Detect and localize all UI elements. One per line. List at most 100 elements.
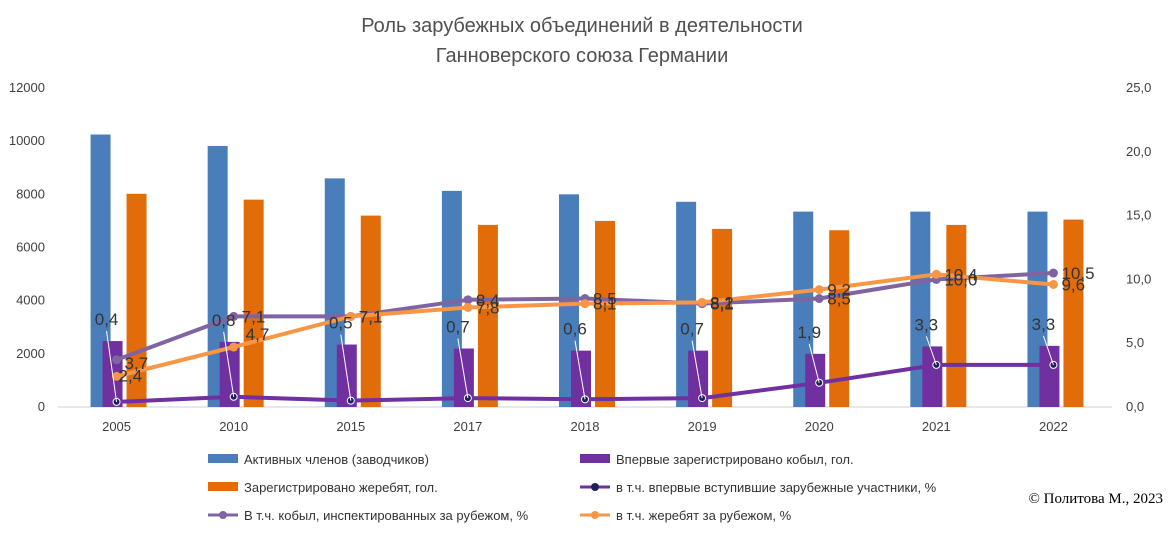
x-tick-2010: 2010 bbox=[219, 419, 248, 434]
left-y-tick-0: 0 bbox=[38, 399, 45, 414]
x-tick-2018: 2018 bbox=[571, 419, 600, 434]
bar-foals-registered-2010 bbox=[243, 199, 264, 407]
leader-line-foreign-new-2022 bbox=[1042, 335, 1054, 366]
bar-active-members-2005 bbox=[90, 134, 111, 408]
left-y-tick-4000: 4000 bbox=[16, 293, 45, 308]
legend-foals-registered-label: Зарегистрировано жеребят, гол. bbox=[244, 480, 438, 495]
legend-mares-registered-label: Впервые зарегистрировано кобыл, гол. bbox=[616, 452, 854, 467]
line-mares-abroad-point-2010 bbox=[229, 311, 239, 321]
legend-mares-abroad-swatch-marker bbox=[219, 511, 227, 519]
bar-mares-registered-2021 bbox=[922, 346, 943, 407]
x-tick-2015: 2015 bbox=[336, 419, 365, 434]
legend-active-members-swatch bbox=[208, 454, 238, 463]
line-foals-abroad-point-2015 bbox=[346, 311, 356, 321]
legend-foals-abroad-swatch-marker bbox=[591, 511, 599, 519]
x-tick-2017: 2017 bbox=[453, 419, 482, 434]
legend-foreign-new-members-label: в т.ч. впервые вступившие зарубежные уча… bbox=[616, 480, 937, 495]
legend-active-members-label: Активных членов (заводчиков) bbox=[244, 452, 429, 467]
right-y-tick-0-0: 0,0 bbox=[1126, 399, 1144, 414]
legend-mares-registered-swatch bbox=[580, 454, 610, 463]
right-y-tick-10-0: 10,0 bbox=[1126, 271, 1151, 286]
label-foals-abroad-2019: 8,2 bbox=[710, 293, 734, 312]
leader-line-foreign-new-2015 bbox=[340, 334, 352, 401]
line-foals-abroad-point-2020 bbox=[814, 285, 824, 295]
x-tick-2022: 2022 bbox=[1039, 419, 1068, 434]
legend-foreign-new-members-swatch-marker bbox=[591, 483, 599, 491]
label-foals-abroad-2005: 2,4 bbox=[119, 366, 143, 385]
left-y-tick-10000: 10000 bbox=[9, 133, 45, 148]
bar-foals-registered-2020 bbox=[829, 230, 850, 407]
chart-title: Роль зарубежных объединений в деятельнос… bbox=[361, 15, 803, 67]
line-mares-abroad-point-2017 bbox=[463, 295, 473, 305]
line-foals-abroad-point-2017 bbox=[463, 302, 473, 312]
label-foals-abroad-2022: 9,6 bbox=[1061, 276, 1085, 295]
chart-title-line-2: Ганноверского союза Германии bbox=[436, 45, 729, 67]
label-foreign-new-2015: 0,5 bbox=[329, 314, 353, 333]
line-foals-abroad-point-2010 bbox=[229, 342, 239, 352]
left-y-tick-6000: 6000 bbox=[16, 240, 45, 255]
line-foals-abroad-point-2018 bbox=[580, 299, 590, 309]
line-foals-abroad-point-2005 bbox=[112, 371, 122, 381]
label-mares-abroad-2020: 8,5 bbox=[827, 290, 851, 309]
label-mares-abroad-2015: 7,1 bbox=[359, 307, 383, 326]
leader-line-foreign-new-2020 bbox=[808, 343, 820, 383]
left-y-tick-12000: 12000 bbox=[9, 80, 45, 95]
left-y-tick-2000: 2000 bbox=[16, 346, 45, 361]
bar-foals-registered-2019 bbox=[712, 228, 733, 407]
legend: Активных членов (заводчиков) Впервые заре… bbox=[208, 452, 937, 523]
line-foals-abroad-point-2022 bbox=[1048, 280, 1058, 290]
label-foals-abroad-2021: 10,4 bbox=[944, 265, 977, 284]
label-foals-abroad-2020: 9,2 bbox=[827, 281, 851, 300]
bar-foals-registered-2022 bbox=[1063, 219, 1084, 407]
leader-line-foreign-new-2018 bbox=[574, 340, 586, 400]
bar-foals-registered-2015 bbox=[360, 215, 381, 407]
right-y-tick-25-0: 25,0 bbox=[1126, 80, 1151, 95]
x-tick-2005: 2005 bbox=[102, 419, 131, 434]
label-mares-abroad-2021: 10,0 bbox=[944, 270, 977, 289]
label-foreign-new-2019: 0,7 bbox=[680, 320, 704, 339]
label-foreign-new-2022: 3,3 bbox=[1032, 315, 1056, 334]
bar-foals-registered-2021 bbox=[946, 224, 967, 407]
chart-title-line-1: Роль зарубежных объединений в деятельнос… bbox=[361, 15, 803, 37]
line-mares-abroad-point-2020 bbox=[814, 294, 824, 304]
label-foals-abroad-2015: 7,1 bbox=[359, 307, 383, 326]
leader-line-foreign-new-2005 bbox=[106, 331, 118, 402]
label-foreign-new-2017: 0,7 bbox=[446, 318, 470, 337]
right-y-tick-5-0: 5,0 bbox=[1126, 335, 1144, 350]
legend-foals-registered-swatch bbox=[208, 482, 238, 491]
x-tick-2020: 2020 bbox=[805, 419, 834, 434]
bar-mares-registered-2019 bbox=[688, 350, 709, 407]
label-foals-abroad-2010: 4,7 bbox=[246, 325, 270, 344]
bar-mares-registered-2017 bbox=[453, 348, 474, 407]
bar-foals-registered-2018 bbox=[595, 220, 615, 407]
leader-line-foreign-new-2017 bbox=[457, 338, 469, 399]
bar-mares-registered-2020 bbox=[805, 353, 826, 407]
label-mares-abroad-2022: 10,5 bbox=[1061, 264, 1094, 283]
right-y-tick-20-0: 20,0 bbox=[1126, 144, 1151, 159]
label-foreign-new-2005: 0,4 bbox=[95, 310, 119, 329]
line-foals-abroad-point-2021 bbox=[931, 269, 941, 279]
legend-foals-abroad-label: в т.ч. жеребят за рубежом, % bbox=[616, 508, 792, 523]
label-mares-abroad-2019: 8,1 bbox=[710, 295, 734, 314]
data-labels-layer: 0,4 0,8 0,5 0,7 0,6 0,7 1,9 3,3 3,3 3,7 7,1 7,1 8,4 8… bbox=[95, 264, 1095, 402]
bar-foals-registered-2017 bbox=[477, 224, 498, 407]
label-foals-abroad-2017: 7,8 bbox=[476, 298, 500, 317]
leader-line-foreign-new-2021 bbox=[925, 336, 937, 366]
line-foals-abroad-point-2019 bbox=[697, 297, 707, 307]
label-mares-abroad-2018: 8,5 bbox=[593, 290, 617, 309]
right-y-tick-15-0: 15,0 bbox=[1126, 208, 1151, 223]
label-foreign-new-2021: 3,3 bbox=[915, 315, 939, 334]
x-tick-2019: 2019 bbox=[688, 419, 717, 434]
bar-mares-registered-2010 bbox=[219, 341, 240, 407]
line-mares-abroad-point-2022 bbox=[1048, 268, 1058, 278]
left-y-tick-8000: 8000 bbox=[16, 186, 45, 201]
legend-mares-abroad-label: В т.ч. кобыл, инспектированных за рубежо… bbox=[244, 508, 529, 523]
label-foreign-new-2018: 0,6 bbox=[563, 320, 587, 339]
label-mares-abroad-2017: 8,4 bbox=[476, 291, 500, 310]
label-mares-abroad-2005: 3,7 bbox=[125, 354, 149, 373]
label-foals-abroad-2018: 8,1 bbox=[593, 295, 617, 314]
bar-active-members-2010 bbox=[207, 145, 228, 407]
leader-line-foreign-new-2010 bbox=[223, 331, 235, 397]
leader-line-foreign-new-2019 bbox=[691, 340, 703, 399]
